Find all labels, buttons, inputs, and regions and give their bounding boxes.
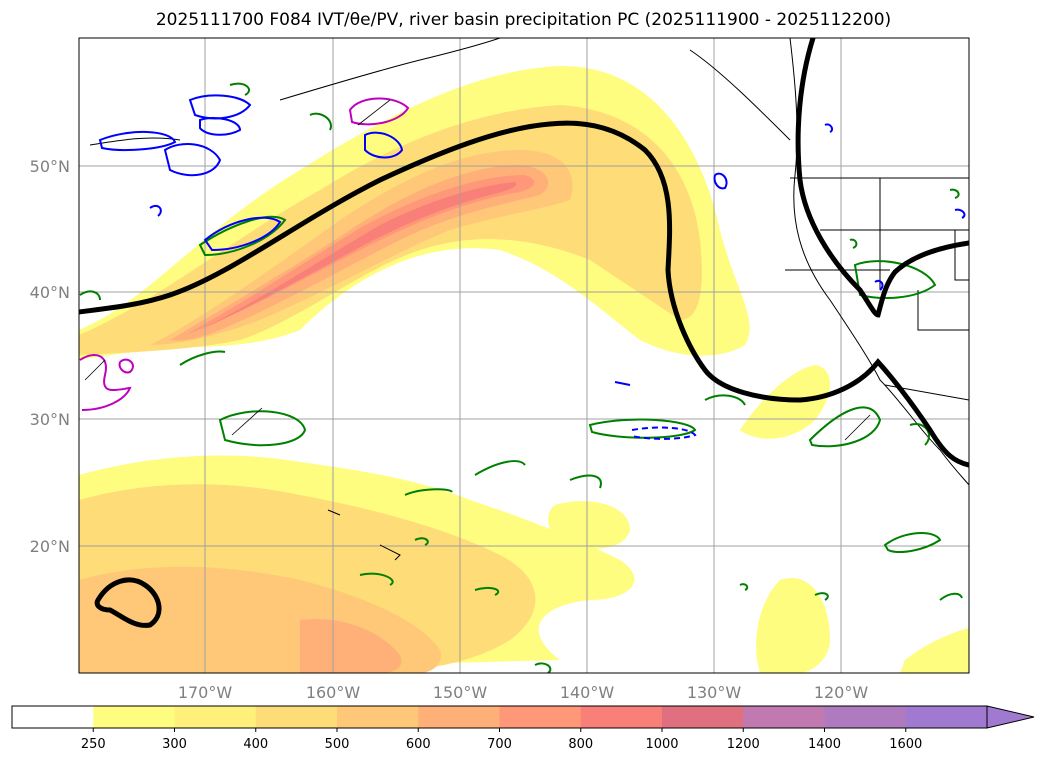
map-title: 2025111700 F084 IVT/θe/PV, river basin p… [155,10,892,30]
lon-label-150w: 150°W [433,683,488,702]
lat-label-40n: 40°N [30,283,70,302]
colorbar-tick-label: 500 [325,737,350,752]
lon-label-120w: 120°W [814,683,869,702]
colorbar-swatch [255,706,338,728]
colorbar-swatch [12,706,94,728]
lon-label-130w: 130°W [687,683,742,702]
pv-contours [98,94,966,440]
colorbar: 250 300 400 500 600 700 800 1000 1200 1400 1600 [11,705,1035,752]
colorbar-tick-label: 250 [81,737,106,752]
colorbar-swatch [743,706,825,728]
colorbar-swatch [174,706,257,728]
lon-label-140w: 140°W [560,683,615,702]
colorbar-tick-label: 400 [243,737,268,752]
lat-label-50n: 50°N [30,157,70,176]
colorbar-tick-label: 1000 [645,737,678,752]
colorbar-tick-label: 700 [487,737,512,752]
lat-label-20n: 20°N [30,537,70,556]
theta-e-contours [79,82,963,673]
magenta-contours [79,97,410,411]
colorbar-tick-label: 300 [162,737,187,752]
lon-label-160w: 160°W [306,683,361,702]
colorbar-swatch [93,706,175,728]
colorbar-swatch [905,706,988,728]
colorbar-extend-arrow [986,705,1035,729]
hatch-marks [84,99,871,441]
colorbar-swatch [418,706,500,728]
lon-label-170w: 170°W [178,683,233,702]
map-border [78,37,970,674]
colorbar-swatch [499,706,582,728]
colorbar-swatch [824,706,907,728]
colorbar-tick-label: 600 [406,737,431,752]
gridlines [79,38,969,673]
colorbar-tick-label: 1400 [808,737,841,752]
colorbar-tick-label: 1200 [727,737,760,752]
colorbar-swatch [662,706,744,728]
lon-axis: 170°W 160°W 150°W 140°W 130°W 120°W [178,683,869,702]
ivt-shading [79,65,969,673]
colorbar-swatch [337,706,419,728]
thick-black-contours [79,38,969,628]
lat-axis: 50°N 40°N 30°N 20°N [30,157,70,556]
colorbar-tick-label: 800 [568,737,593,752]
lat-label-30n: 30°N [30,410,70,429]
colorbar-ticks: 250 300 400 500 600 700 800 1000 1200 1400 1600 [81,728,922,752]
colorbar-swatch [580,706,663,728]
colorbar-tick-label: 1600 [889,737,922,752]
colorbar-swatches [12,706,988,728]
